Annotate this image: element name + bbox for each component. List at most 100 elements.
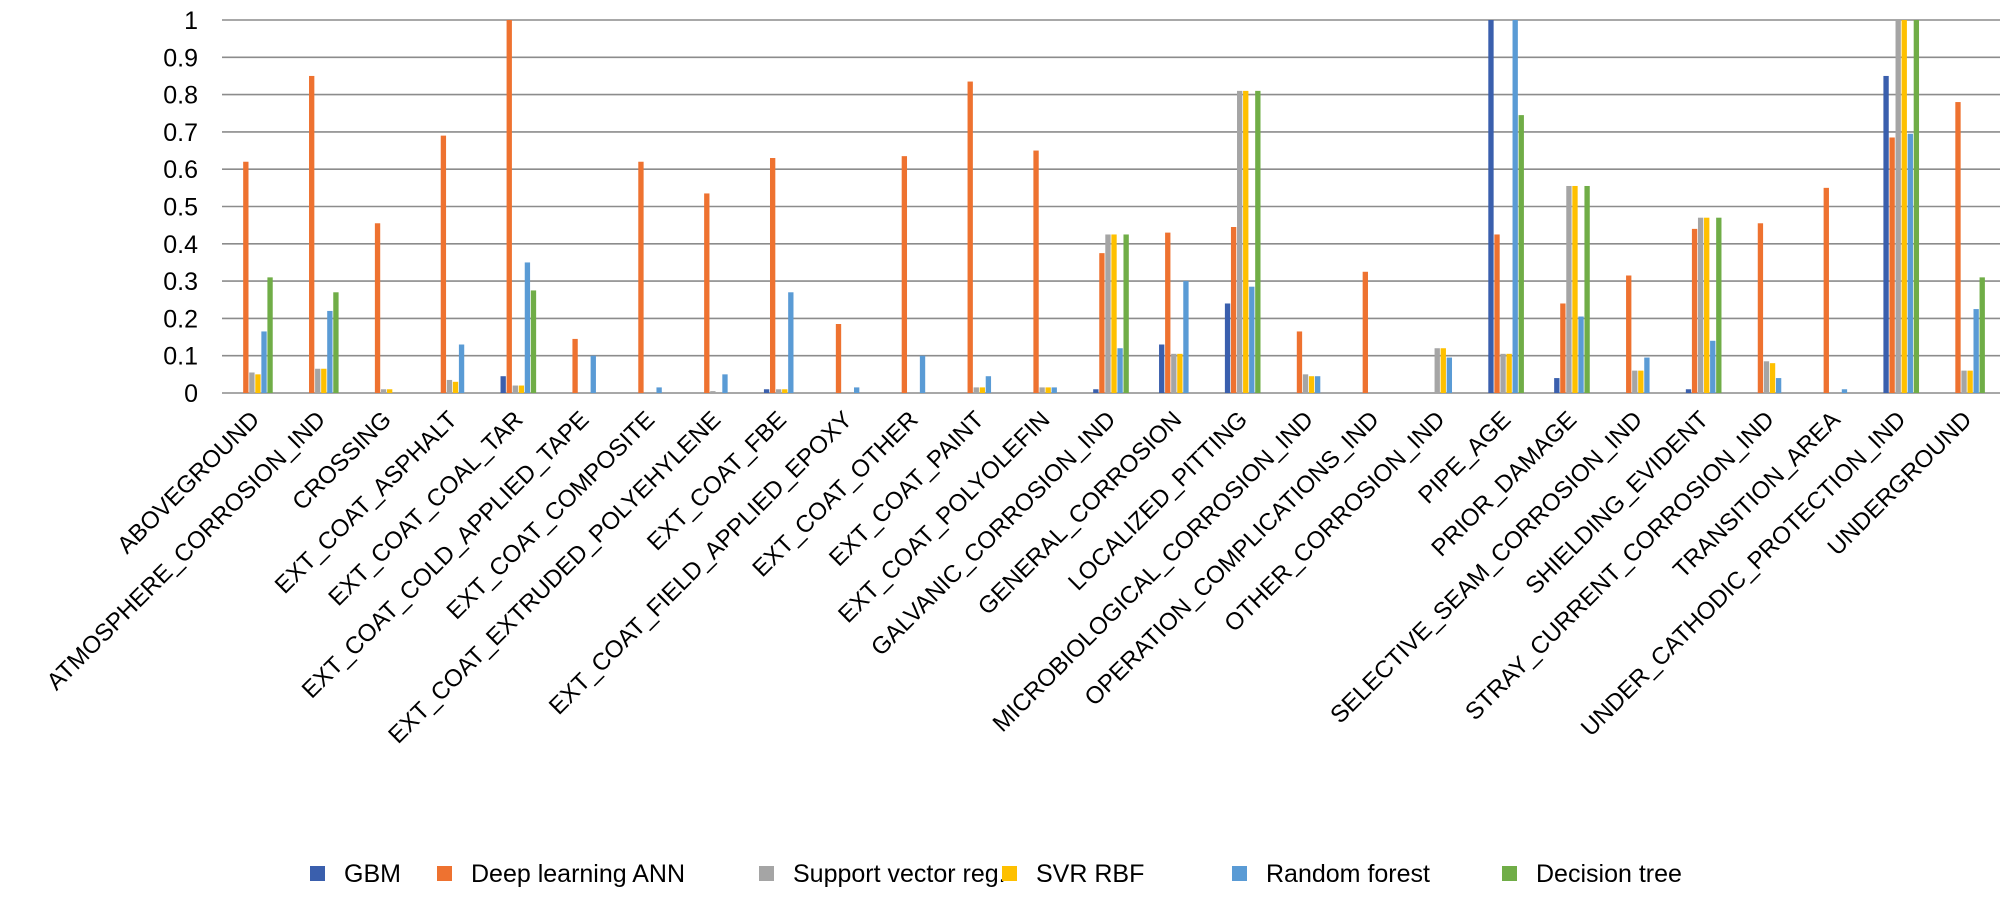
bar-group — [440, 135, 465, 393]
bar — [1362, 271, 1368, 393]
bar — [1165, 232, 1171, 393]
bar — [1961, 370, 1967, 393]
legend-label: GBM — [344, 860, 401, 888]
bar — [1626, 275, 1632, 393]
bar — [919, 355, 926, 393]
bar — [1967, 370, 1973, 393]
bar — [1440, 348, 1446, 393]
bar-group — [309, 75, 339, 393]
y-tick-label: 0.9 — [163, 44, 198, 72]
bar — [458, 344, 465, 393]
bar — [1901, 20, 1907, 393]
bar-group — [1955, 102, 1985, 393]
bar-group — [1626, 275, 1650, 393]
bar — [452, 381, 459, 393]
bar-group — [1823, 187, 1848, 393]
bar-groups — [243, 20, 1985, 394]
bar — [243, 161, 249, 393]
bar — [1757, 223, 1764, 393]
bar — [1566, 185, 1572, 393]
bar — [1446, 357, 1453, 393]
bar — [1560, 303, 1566, 393]
bar — [1183, 281, 1189, 393]
bar — [572, 338, 578, 393]
bar — [1494, 234, 1500, 393]
y-tick-label: 0.6 — [163, 156, 198, 184]
bar — [1554, 378, 1560, 393]
bar-group — [1685, 217, 1722, 393]
bar — [1973, 309, 1979, 393]
bar — [1230, 227, 1237, 393]
legend-label: Random forest — [1266, 860, 1430, 888]
bar — [763, 389, 770, 393]
y-tick-label: 0.5 — [163, 194, 198, 222]
bar — [1314, 376, 1321, 393]
bar-group — [967, 81, 992, 394]
legend-swatch — [759, 866, 774, 881]
bar-group — [763, 158, 794, 393]
bar — [835, 324, 842, 393]
bar — [782, 389, 788, 393]
bar-group — [1488, 20, 1524, 394]
bar — [440, 135, 447, 393]
bar — [1841, 389, 1848, 393]
bar — [1111, 234, 1117, 393]
bar — [446, 379, 453, 393]
bar-group — [1554, 185, 1590, 393]
bar-group — [1362, 271, 1368, 393]
legend-item: Deep learning ANN — [437, 860, 685, 888]
bar — [1255, 90, 1261, 394]
bar — [1775, 378, 1782, 393]
bar — [590, 355, 596, 393]
bar — [1518, 115, 1524, 394]
bar — [1033, 150, 1039, 393]
bar — [1051, 387, 1057, 393]
bar — [327, 310, 333, 393]
bar — [1296, 331, 1303, 393]
bar — [722, 374, 728, 393]
x-axis-ticks: ABOVEGROUNDATMOSPHERE_CORROSION_INDCROSS… — [42, 406, 1978, 749]
bar — [1889, 137, 1895, 393]
bar — [249, 372, 255, 393]
y-axis-ticks: 0 0.1 0.2 0.3 0.4 0.5 0.6 0.7 0.8 0.9 1 — [163, 7, 198, 408]
bar — [985, 376, 992, 393]
bar — [1093, 389, 1099, 393]
bar — [1697, 217, 1704, 393]
bar — [1177, 353, 1183, 393]
bar — [1691, 228, 1698, 393]
bar — [1710, 340, 1716, 393]
legend-item: GBM — [310, 860, 401, 888]
bar — [901, 156, 908, 393]
bar — [1632, 370, 1638, 393]
legend: GBM Deep learning ANN Support vector reg. S… — [310, 860, 1682, 888]
bar — [261, 331, 267, 393]
bar — [1045, 387, 1051, 393]
bar — [512, 385, 518, 393]
bar — [333, 292, 339, 393]
bar — [638, 161, 644, 393]
legend-swatch — [1502, 866, 1517, 881]
bar — [500, 376, 506, 393]
bar — [530, 290, 537, 393]
bar — [1105, 234, 1111, 393]
bar — [518, 385, 525, 393]
bar — [1171, 353, 1177, 393]
y-tick-label: 0.8 — [163, 82, 198, 110]
legend-label: SVR RBF — [1036, 860, 1144, 888]
bar — [1308, 376, 1315, 393]
bar-group — [1159, 232, 1189, 393]
y-tick-label: 0.2 — [163, 305, 198, 333]
bar — [1434, 348, 1440, 393]
bar-group — [835, 324, 860, 393]
bar — [1302, 374, 1309, 393]
bar — [386, 389, 393, 393]
bar — [1895, 20, 1901, 393]
bar — [1099, 253, 1105, 394]
bar — [374, 223, 381, 393]
bar — [1883, 75, 1889, 393]
bar — [1506, 353, 1512, 393]
bar — [769, 158, 776, 393]
gridlines — [222, 19, 2000, 394]
bar — [1644, 357, 1650, 393]
legend-label: Deep learning ANN — [471, 860, 685, 888]
